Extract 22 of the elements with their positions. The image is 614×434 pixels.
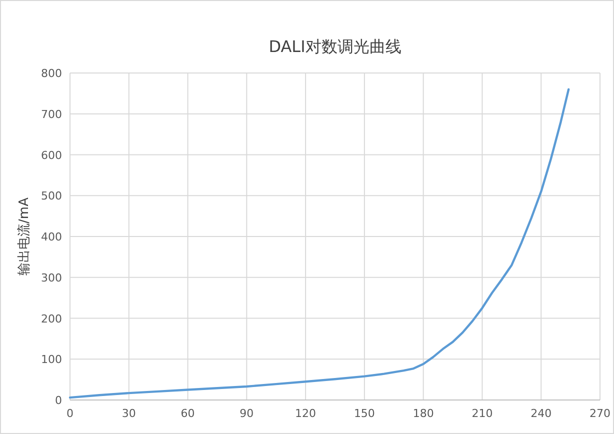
x-tick-label: 30	[122, 407, 136, 420]
y-tick-label: 600	[41, 148, 62, 162]
x-tick-label: 270	[590, 407, 610, 420]
y-tick-label: 200	[41, 312, 62, 326]
x-tick-label: 0	[66, 407, 74, 420]
x-tick-label: 180	[412, 407, 434, 420]
chart-title: DALI对数调光曲线	[268, 37, 402, 56]
y-tick-label: 100	[41, 353, 62, 366]
x-tick-label: 150	[354, 407, 375, 420]
y-tick-label: 0	[55, 394, 62, 407]
y-tick-label: 300	[41, 271, 62, 284]
x-tick-label: 120	[295, 407, 316, 420]
line-series	[68, 88, 570, 399]
x-tick-label: 90	[240, 407, 254, 420]
x-tick-label: 240	[530, 407, 552, 420]
y-axis-title: 输出电流/mA	[16, 197, 32, 276]
y-tick-label: 700	[41, 108, 62, 121]
y-tick-label: 800	[41, 67, 62, 80]
y-tick-label: 500	[41, 190, 62, 203]
y-tick-label: 400	[41, 230, 62, 244]
x-tick-label: 60	[180, 407, 195, 420]
x-tick-label: 210	[472, 407, 493, 420]
